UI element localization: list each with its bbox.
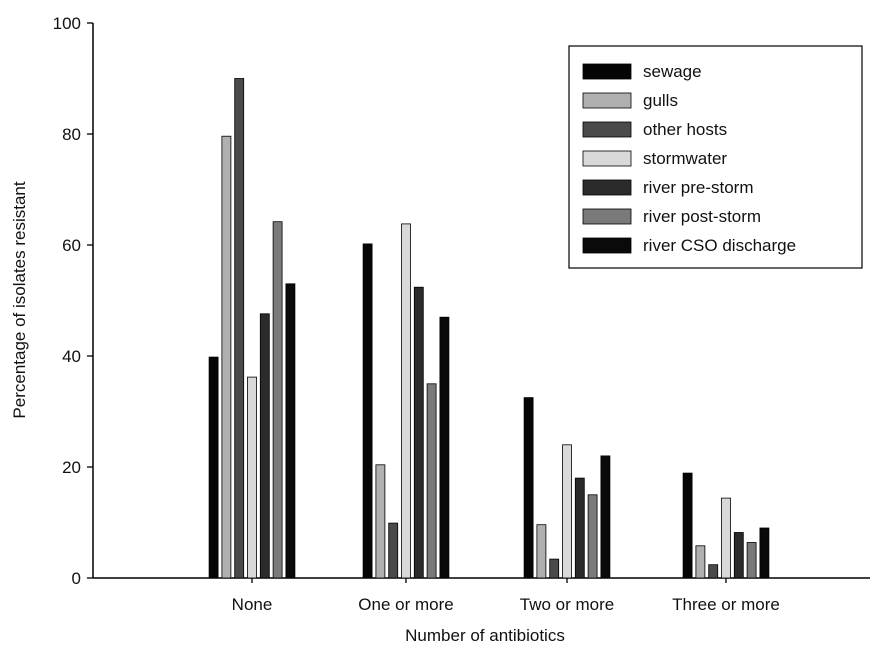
bar-river-cso-discharge-2 xyxy=(600,455,611,579)
bar-river-cso-discharge-3 xyxy=(759,527,770,579)
axes: 0 20 40 60 80 100 None One or more Two or more Th… xyxy=(53,14,870,614)
bar-stormwater-3 xyxy=(721,497,731,579)
bar-stormwater-0 xyxy=(247,376,257,579)
bar-river-post-storm-3 xyxy=(746,542,757,579)
bar-stormwater-2 xyxy=(562,444,572,579)
bar-gulls-3 xyxy=(695,545,706,579)
legend-label: sewage xyxy=(643,62,702,81)
x-tick-label: One or more xyxy=(358,595,453,614)
bar-other-hosts-3 xyxy=(708,564,719,579)
bar-stormwater-1 xyxy=(401,223,411,579)
bar-gulls-0 xyxy=(221,135,232,579)
y-tick-label: 40 xyxy=(62,347,81,366)
bar-gulls-1 xyxy=(375,464,386,579)
bar-river-cso-discharge-0 xyxy=(285,283,296,579)
y-tick-label: 80 xyxy=(62,125,81,144)
legend-label: gulls xyxy=(643,91,678,110)
legend-swatch xyxy=(582,63,632,80)
legend-label: stormwater xyxy=(643,149,727,168)
bar-river-pre-storm-1 xyxy=(413,286,424,579)
legend-label: river pre-storm xyxy=(643,178,754,197)
y-axis-label: Percentage of isolates resistant xyxy=(10,181,29,418)
legend: sewage gulls other hosts stormwater river pr… xyxy=(568,45,863,269)
legend-swatch xyxy=(582,121,632,138)
legend-label: river CSO discharge xyxy=(643,236,796,255)
legend-swatch xyxy=(582,92,632,109)
x-tick-label: None xyxy=(232,595,273,614)
y-tick-label: 0 xyxy=(72,569,81,588)
bar-river-post-storm-0 xyxy=(272,221,283,579)
bar-other-hosts-2 xyxy=(549,558,560,579)
x-tick-label: Two or more xyxy=(520,595,614,614)
y-tick-label: 60 xyxy=(62,236,81,255)
legend-swatch xyxy=(582,237,632,254)
bar-sewage-0 xyxy=(208,356,219,579)
bar-sewage-2 xyxy=(523,397,534,579)
legend-swatch xyxy=(582,150,632,167)
legend-label: river post-storm xyxy=(643,207,761,226)
bar-sewage-1 xyxy=(362,243,373,579)
legend-swatch xyxy=(582,208,632,225)
y-tick-label: 100 xyxy=(53,14,81,33)
x-tick-label: Three or more xyxy=(672,595,780,614)
legend-swatch xyxy=(582,179,632,196)
bar-other-hosts-0 xyxy=(234,78,245,579)
bar-river-pre-storm-0 xyxy=(259,313,270,579)
bar-river-post-storm-1 xyxy=(426,383,437,579)
bar-river-pre-storm-2 xyxy=(574,477,585,579)
bars xyxy=(208,78,770,579)
bar-river-pre-storm-3 xyxy=(733,532,744,579)
bar-river-cso-discharge-1 xyxy=(439,316,450,579)
bar-river-post-storm-2 xyxy=(587,494,598,579)
x-axis-label: Number of antibiotics xyxy=(405,626,565,645)
y-tick-label: 20 xyxy=(62,458,81,477)
legend-label: other hosts xyxy=(643,120,727,139)
bar-gulls-2 xyxy=(536,524,547,579)
bar-other-hosts-1 xyxy=(388,522,399,579)
bar-sewage-3 xyxy=(682,472,693,579)
